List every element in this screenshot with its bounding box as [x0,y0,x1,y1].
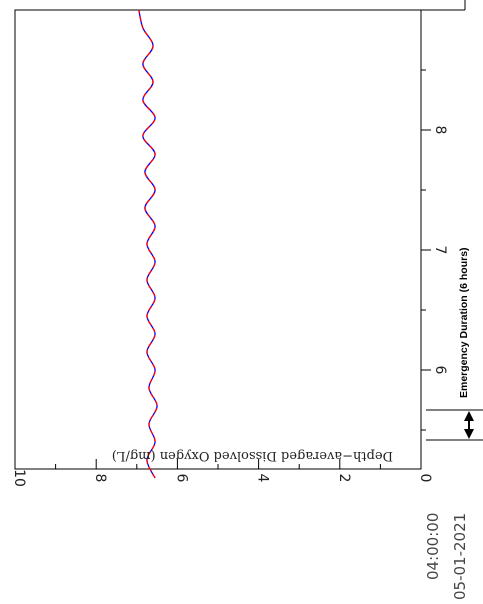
value-tick-label: 8 [92,474,108,483]
series-line-1 [138,9,158,479]
series-layer [138,9,158,479]
emergency-duration-annotation: Emergency Duration (6 hours) [426,247,483,441]
value-tick-label: 6 [173,474,189,483]
plot-frame [14,9,422,470]
time-tick-label: 7 [432,246,448,255]
emergency-arrow-head-top [464,411,474,421]
x-start-date: 05-01-2021 [451,513,469,600]
tick-labels: 0 2 4 6 8 10 6 7 8 [11,126,448,487]
y-axis-title: Depth−averaged Dissolved Oxygen (mg/L) [112,448,393,463]
value-tick-label: 0 [417,474,433,483]
value-tick-label: 2 [336,474,352,483]
value-tick-label: 4 [255,474,271,483]
emergency-arrow-head-bottom [464,429,474,439]
tick-marks [14,0,466,469]
time-tick-label: 6 [432,366,448,375]
x-start-time: 04:00:00 [424,513,442,580]
emergency-label: Emergency Duration (6 hours) [458,247,470,398]
series-line-2 [138,9,158,479]
value-tick-label: 10 [11,469,27,487]
time-tick-label: 8 [432,126,448,135]
